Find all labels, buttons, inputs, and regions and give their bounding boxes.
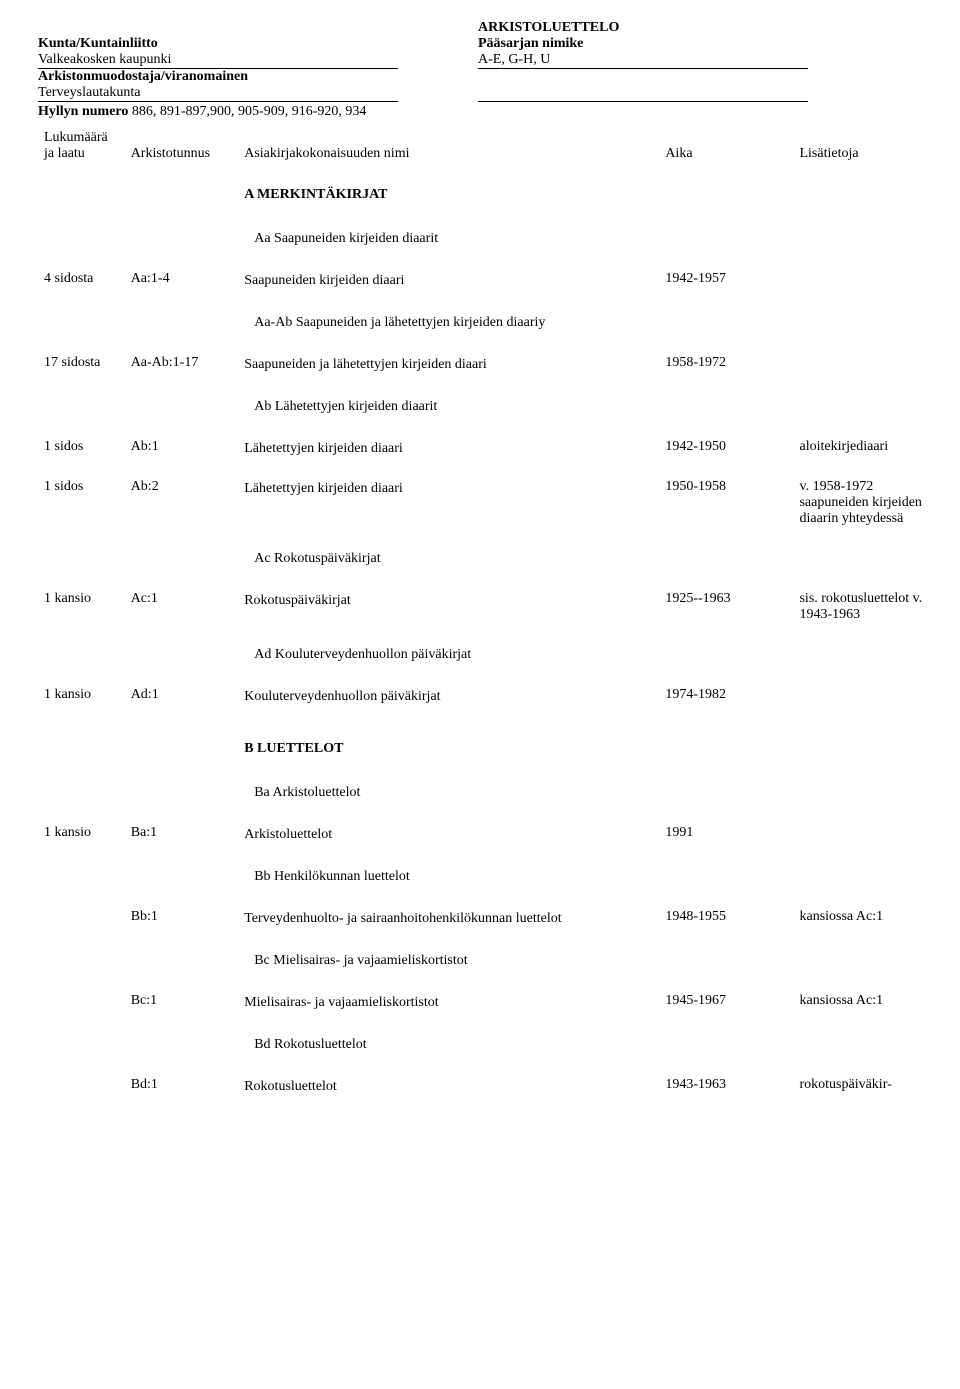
- col-header-name: Asiakirjakokonaisuuden nimi: [238, 126, 659, 168]
- cell-note: kansiossa Ac:1: [793, 988, 938, 1018]
- table-row: 4 sidosta Aa:1-4 Saapuneiden kirjeiden d…: [38, 266, 938, 296]
- cell-qty: [38, 904, 125, 934]
- cell-time: 1942-1950: [659, 434, 793, 464]
- section-a-heading: A MERKINTÄKIRJAT: [244, 187, 653, 203]
- section-ad-heading: Ad Kouluterveydenhuollon päiväkirjat: [244, 647, 653, 663]
- section-b-heading: B LUETTELOT: [244, 741, 653, 757]
- paasarja-value: A-E, G-H, U: [478, 52, 808, 69]
- section-aa-heading: Aa Saapuneiden kirjeiden diaarit: [244, 231, 653, 247]
- cell-name: Saapuneiden kirjeiden diaari: [244, 273, 653, 289]
- cell-qty: 17 sidosta: [38, 350, 125, 380]
- cell-id: Bd:1: [125, 1072, 239, 1102]
- section-aaab-heading: Aa-Ab Saapuneiden ja lähetettyjen kirjei…: [244, 315, 653, 331]
- cell-name: Lähetettyjen kirjeiden diaari: [244, 481, 653, 497]
- cell-time: 1948-1955: [659, 904, 793, 934]
- table-row: 1 sidos Ab:2 Lähetettyjen kirjeiden diaa…: [38, 474, 938, 532]
- cell-qty: 1 sidos: [38, 434, 125, 464]
- cell-name: Saapuneiden ja lähetettyjen kirjeiden di…: [244, 357, 653, 373]
- hyllyn-numero-label: Hyllyn numero: [38, 104, 128, 119]
- col-header-note: Lisätietoja: [793, 126, 938, 168]
- col-header-time: Aika: [659, 126, 793, 168]
- cell-time: 1942-1957: [659, 266, 793, 296]
- cell-name: Mielisairas- ja vajaamieliskortistot: [244, 995, 653, 1011]
- col-header-id: Arkistotunnus: [125, 126, 239, 168]
- cell-qty: 1 kansio: [38, 820, 125, 850]
- cell-id: Bb:1: [125, 904, 239, 934]
- cell-note: sis. rokotusluettelot v. 1943-1963: [793, 586, 938, 628]
- cell-id: Aa:1-4: [125, 266, 239, 296]
- section-ab-heading: Ab Lähetettyjen kirjeiden diaarit: [244, 399, 653, 415]
- cell-name: Kouluterveydenhuollon päiväkirjat: [244, 689, 653, 705]
- table-row: 17 sidosta Aa-Ab:1-17 Saapuneiden ja läh…: [38, 350, 938, 380]
- cell-qty: 1 kansio: [38, 682, 125, 712]
- table-row: Bc:1 Mielisairas- ja vajaamieliskortisto…: [38, 988, 938, 1018]
- arkistoluettelo-heading: ARKISTOLUETTELO: [478, 20, 878, 36]
- section-bc-heading: Bc Mielisairas- ja vajaamieliskortistot: [244, 953, 653, 969]
- cell-name: Lähetettyjen kirjeiden diaari: [244, 441, 653, 457]
- col-header-qty: Lukumäärä ja laatu: [38, 126, 125, 168]
- section-ac-heading: Ac Rokotuspäiväkirjat: [244, 551, 653, 567]
- cell-note: rokotuspäiväkir-: [793, 1072, 938, 1102]
- cell-id: Ab:1: [125, 434, 239, 464]
- section-ba-heading: Ba Arkistoluettelot: [244, 785, 653, 801]
- kunta-value: Valkeakosken kaupunki: [38, 52, 398, 69]
- cell-name: Terveydenhuolto- ja sairaanhoitohenkilök…: [244, 911, 653, 927]
- arkistonmuodostaja-label: Arkistonmuodostaja/viranomainen: [38, 69, 478, 85]
- cell-id: Ba:1: [125, 820, 239, 850]
- cell-name: Rokotuspäiväkirjat: [244, 593, 653, 609]
- table-row: Bb:1 Terveydenhuolto- ja sairaanhoitohen…: [38, 904, 938, 934]
- archive-table: Lukumäärä ja laatu Arkistotunnus Asiakir…: [38, 126, 938, 1102]
- kunta-label: Kunta/Kuntainliitto: [38, 36, 478, 52]
- cell-note: kansiossa Ac:1: [793, 904, 938, 934]
- section-bd-heading: Bd Rokotusluettelot: [244, 1037, 653, 1053]
- cell-id: Ac:1: [125, 586, 239, 628]
- paasarja-label: Pääsarjan nimike: [478, 36, 878, 52]
- table-row: 1 sidos Ab:1 Lähetettyjen kirjeiden diaa…: [38, 434, 938, 464]
- table-row: 1 kansio Ba:1 Arkistoluettelot 1991: [38, 820, 938, 850]
- hyllyn-numero-value: 886, 891-897,900, 905-909, 916-920, 934: [132, 104, 367, 119]
- cell-qty: 4 sidosta: [38, 266, 125, 296]
- cell-id: Ab:2: [125, 474, 239, 532]
- cell-name: Rokotusluettelot: [244, 1079, 653, 1095]
- cell-time: 1991: [659, 820, 793, 850]
- cell-time: 1950-1958: [659, 474, 793, 532]
- arkistonmuodostaja-value: Terveyslautakunta: [38, 85, 398, 102]
- cell-note: [793, 266, 938, 296]
- cell-qty: 1 kansio: [38, 586, 125, 628]
- table-row: Bd:1 Rokotusluettelot 1943-1963 rokotusp…: [38, 1072, 938, 1102]
- cell-note: [793, 820, 938, 850]
- cell-time: 1958-1972: [659, 350, 793, 380]
- cell-note: aloitekirjediaari: [793, 434, 938, 464]
- cell-qty: [38, 988, 125, 1018]
- cell-time: 1925--1963: [659, 586, 793, 628]
- table-row: 1 kansio Ad:1 Kouluterveydenhuollon päiv…: [38, 682, 938, 712]
- cell-id: Bc:1: [125, 988, 239, 1018]
- cell-qty: 1 sidos: [38, 474, 125, 532]
- cell-time: 1974-1982: [659, 682, 793, 712]
- cell-name: Arkistoluettelot: [244, 827, 653, 843]
- cell-note: [793, 682, 938, 712]
- cell-id: Aa-Ab:1-17: [125, 350, 239, 380]
- cell-note: v. 1958-1972 saapuneiden kirjeiden diaar…: [793, 474, 938, 532]
- cell-time: 1945-1967: [659, 988, 793, 1018]
- cell-qty: [38, 1072, 125, 1102]
- cell-note: [793, 350, 938, 380]
- cell-id: Ad:1: [125, 682, 239, 712]
- section-bb-heading: Bb Henkilökunnan luettelot: [244, 869, 653, 885]
- cell-time: 1943-1963: [659, 1072, 793, 1102]
- table-row: 1 kansio Ac:1 Rokotuspäiväkirjat 1925--1…: [38, 586, 938, 628]
